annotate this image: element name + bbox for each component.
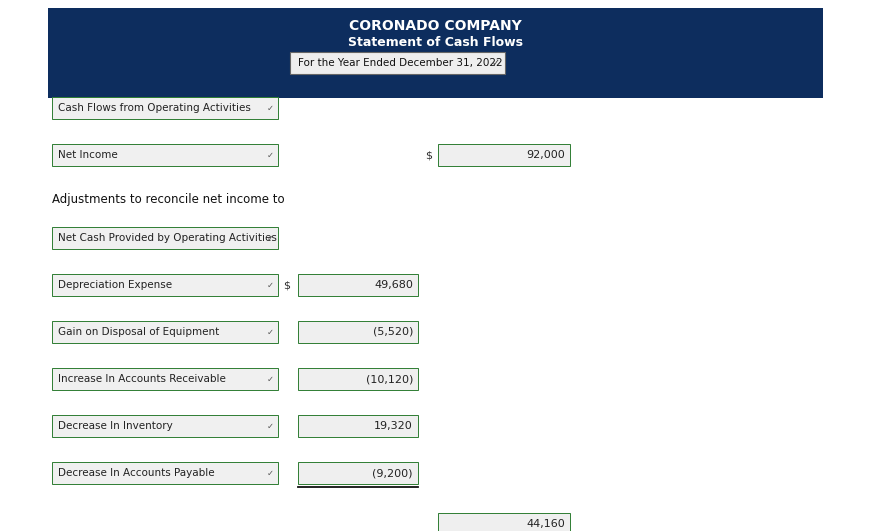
Bar xyxy=(437,144,569,166)
Text: ✓: ✓ xyxy=(266,328,273,337)
Text: (10,120): (10,120) xyxy=(365,374,413,384)
Text: ✓: ✓ xyxy=(266,104,273,113)
Text: 19,320: 19,320 xyxy=(374,421,413,431)
Text: ✓: ✓ xyxy=(491,58,499,68)
Bar xyxy=(48,8,822,98)
Text: ✓: ✓ xyxy=(266,374,273,383)
Bar xyxy=(52,227,278,249)
Text: Gain on Disposal of Equipment: Gain on Disposal of Equipment xyxy=(58,327,219,337)
Text: 49,680: 49,680 xyxy=(374,280,413,290)
Bar xyxy=(298,321,417,343)
Text: ✓: ✓ xyxy=(266,280,273,289)
Bar xyxy=(52,97,278,119)
Text: ✓: ✓ xyxy=(266,150,273,159)
Text: ✓: ✓ xyxy=(266,422,273,431)
Bar xyxy=(52,462,278,484)
Bar xyxy=(298,462,417,484)
Text: (5,520): (5,520) xyxy=(372,327,413,337)
Text: $: $ xyxy=(425,150,432,160)
Text: CORONADO COMPANY: CORONADO COMPANY xyxy=(348,19,521,33)
Text: Depreciation Expense: Depreciation Expense xyxy=(58,280,172,290)
Bar xyxy=(437,513,569,531)
Text: Decrease In Accounts Payable: Decrease In Accounts Payable xyxy=(58,468,215,478)
Text: Increase In Accounts Receivable: Increase In Accounts Receivable xyxy=(58,374,226,384)
Bar xyxy=(290,52,505,74)
Bar xyxy=(52,144,278,166)
Text: $: $ xyxy=(282,280,289,290)
Text: (9,200): (9,200) xyxy=(372,468,413,478)
Text: 92,000: 92,000 xyxy=(526,150,564,160)
Bar xyxy=(52,415,278,437)
Text: 44,160: 44,160 xyxy=(526,519,564,529)
Text: Net Cash Provided by Operating Activities: Net Cash Provided by Operating Activitie… xyxy=(58,233,276,243)
Text: Statement of Cash Flows: Statement of Cash Flows xyxy=(348,36,522,48)
Text: ✓: ✓ xyxy=(266,468,273,477)
Text: For the Year Ended December 31, 2022: For the Year Ended December 31, 2022 xyxy=(298,58,502,68)
Text: Cash Flows from Operating Activities: Cash Flows from Operating Activities xyxy=(58,103,250,113)
Text: Net Income: Net Income xyxy=(58,150,117,160)
Bar xyxy=(52,321,278,343)
Bar xyxy=(52,274,278,296)
Bar xyxy=(52,368,278,390)
Text: ✓: ✓ xyxy=(266,234,273,243)
Bar xyxy=(298,368,417,390)
Bar xyxy=(298,415,417,437)
Text: Adjustments to reconcile net income to: Adjustments to reconcile net income to xyxy=(52,193,284,207)
Text: Decrease In Inventory: Decrease In Inventory xyxy=(58,421,173,431)
Bar xyxy=(298,274,417,296)
